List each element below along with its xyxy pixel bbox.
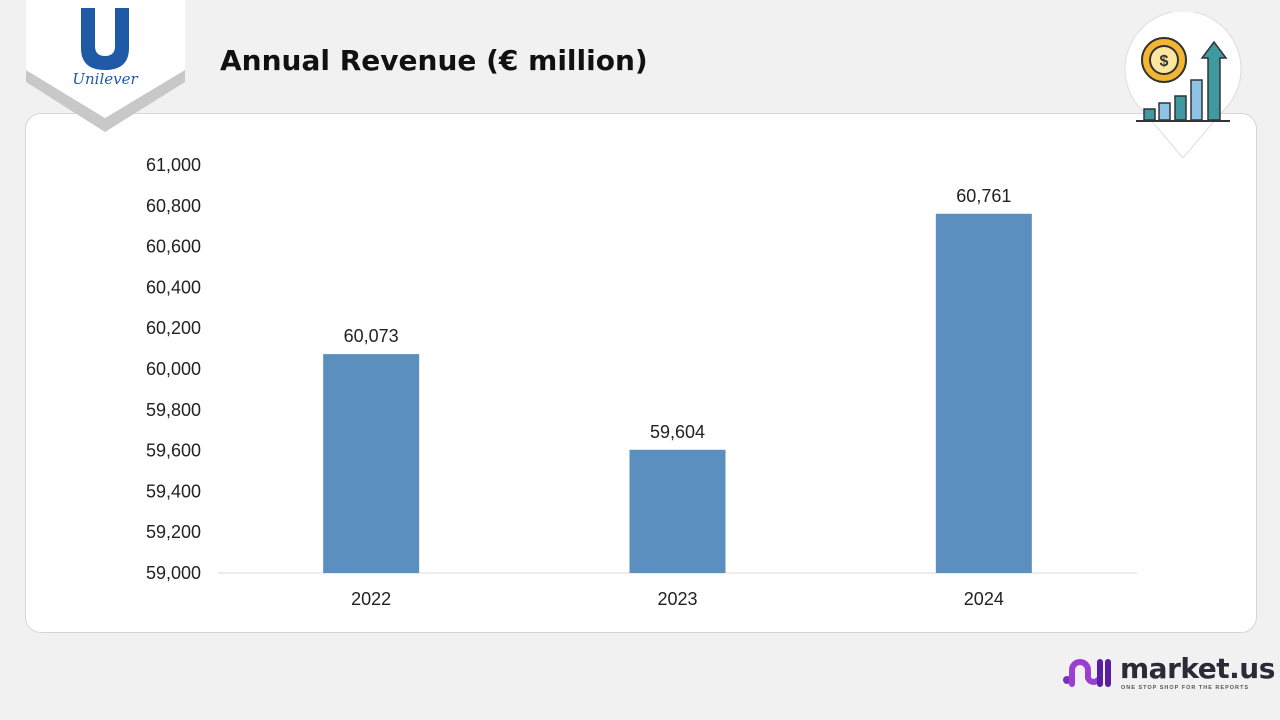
y-tick-label: 59,200 — [146, 522, 201, 542]
bar-2024 — [935, 213, 1032, 574]
x-tick-label: 2022 — [351, 589, 391, 609]
bar-2022 — [323, 354, 420, 573]
x-tick-label: 2024 — [964, 589, 1004, 609]
x-tick-label: 2023 — [657, 589, 697, 609]
market-us-logo: market.us ONE STOP SHOP FOR THE REPORTS — [1062, 652, 1275, 696]
svg-text:$: $ — [1160, 53, 1169, 70]
y-tick-label: 60,800 — [146, 196, 201, 216]
bar-2023 — [629, 449, 726, 573]
y-tick-label: 61,000 — [146, 155, 201, 175]
market-us-wordmark: market.us — [1120, 652, 1275, 685]
finance-growth-icon: $ — [1124, 12, 1242, 158]
y-tick-label: 59,600 — [146, 441, 201, 461]
page-title: Annual Revenue (€ million) — [220, 44, 648, 77]
market-us-tagline: ONE STOP SHOP FOR THE REPORTS — [1121, 685, 1250, 691]
y-tick-label: 60,400 — [146, 277, 201, 297]
unilever-logo: Unilever — [26, 0, 185, 132]
y-tick-label: 59,400 — [146, 481, 201, 501]
data-label: 60,073 — [344, 326, 399, 346]
svg-text:Unilever: Unilever — [72, 70, 138, 88]
y-tick-label: 59,800 — [146, 400, 201, 420]
y-tick-label: 59,000 — [146, 563, 201, 583]
market-us-mark-icon — [1063, 659, 1111, 687]
data-label: 60,761 — [956, 186, 1011, 206]
data-label: 59,604 — [650, 422, 705, 442]
y-tick-label: 60,600 — [146, 237, 201, 257]
y-tick-label: 60,200 — [146, 318, 201, 338]
y-tick-label: 60,000 — [146, 359, 201, 379]
